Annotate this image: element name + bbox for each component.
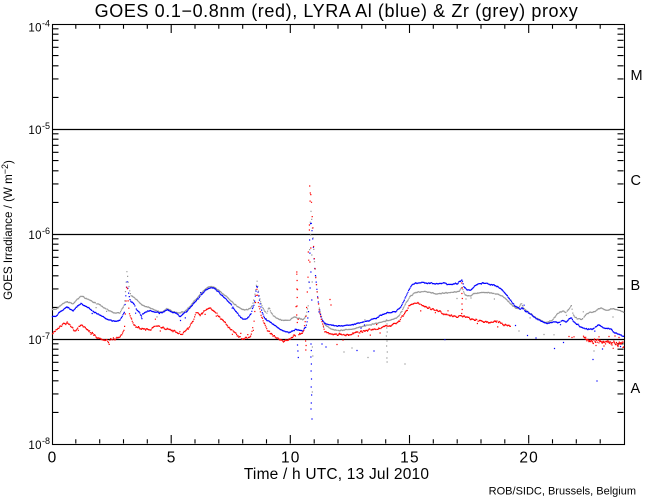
svg-text:15: 15 — [400, 450, 420, 467]
svg-text:GOES 0.1−0.8nm (red), LYRA Al: GOES 0.1−0.8nm (red), LYRA Al (blue) & Z… — [95, 1, 579, 21]
svg-text:0: 0 — [48, 450, 58, 467]
svg-text:20: 20 — [519, 450, 539, 467]
svg-text:10: 10 — [281, 450, 301, 467]
svg-text:ROB/SIDC, Brussels, Belgium: ROB/SIDC, Brussels, Belgium — [489, 486, 636, 498]
svg-text:5: 5 — [167, 450, 177, 467]
svg-text:B: B — [631, 278, 641, 294]
svg-text:C: C — [631, 173, 641, 189]
svg-text:A: A — [631, 381, 641, 397]
svg-text:M: M — [631, 68, 643, 84]
svg-text:GOES Irradiance / (W m−2): GOES Irradiance / (W m−2) — [0, 160, 15, 300]
svg-text:Time / h UTC, 13 Jul 2010: Time / h UTC, 13 Jul 2010 — [244, 466, 430, 483]
